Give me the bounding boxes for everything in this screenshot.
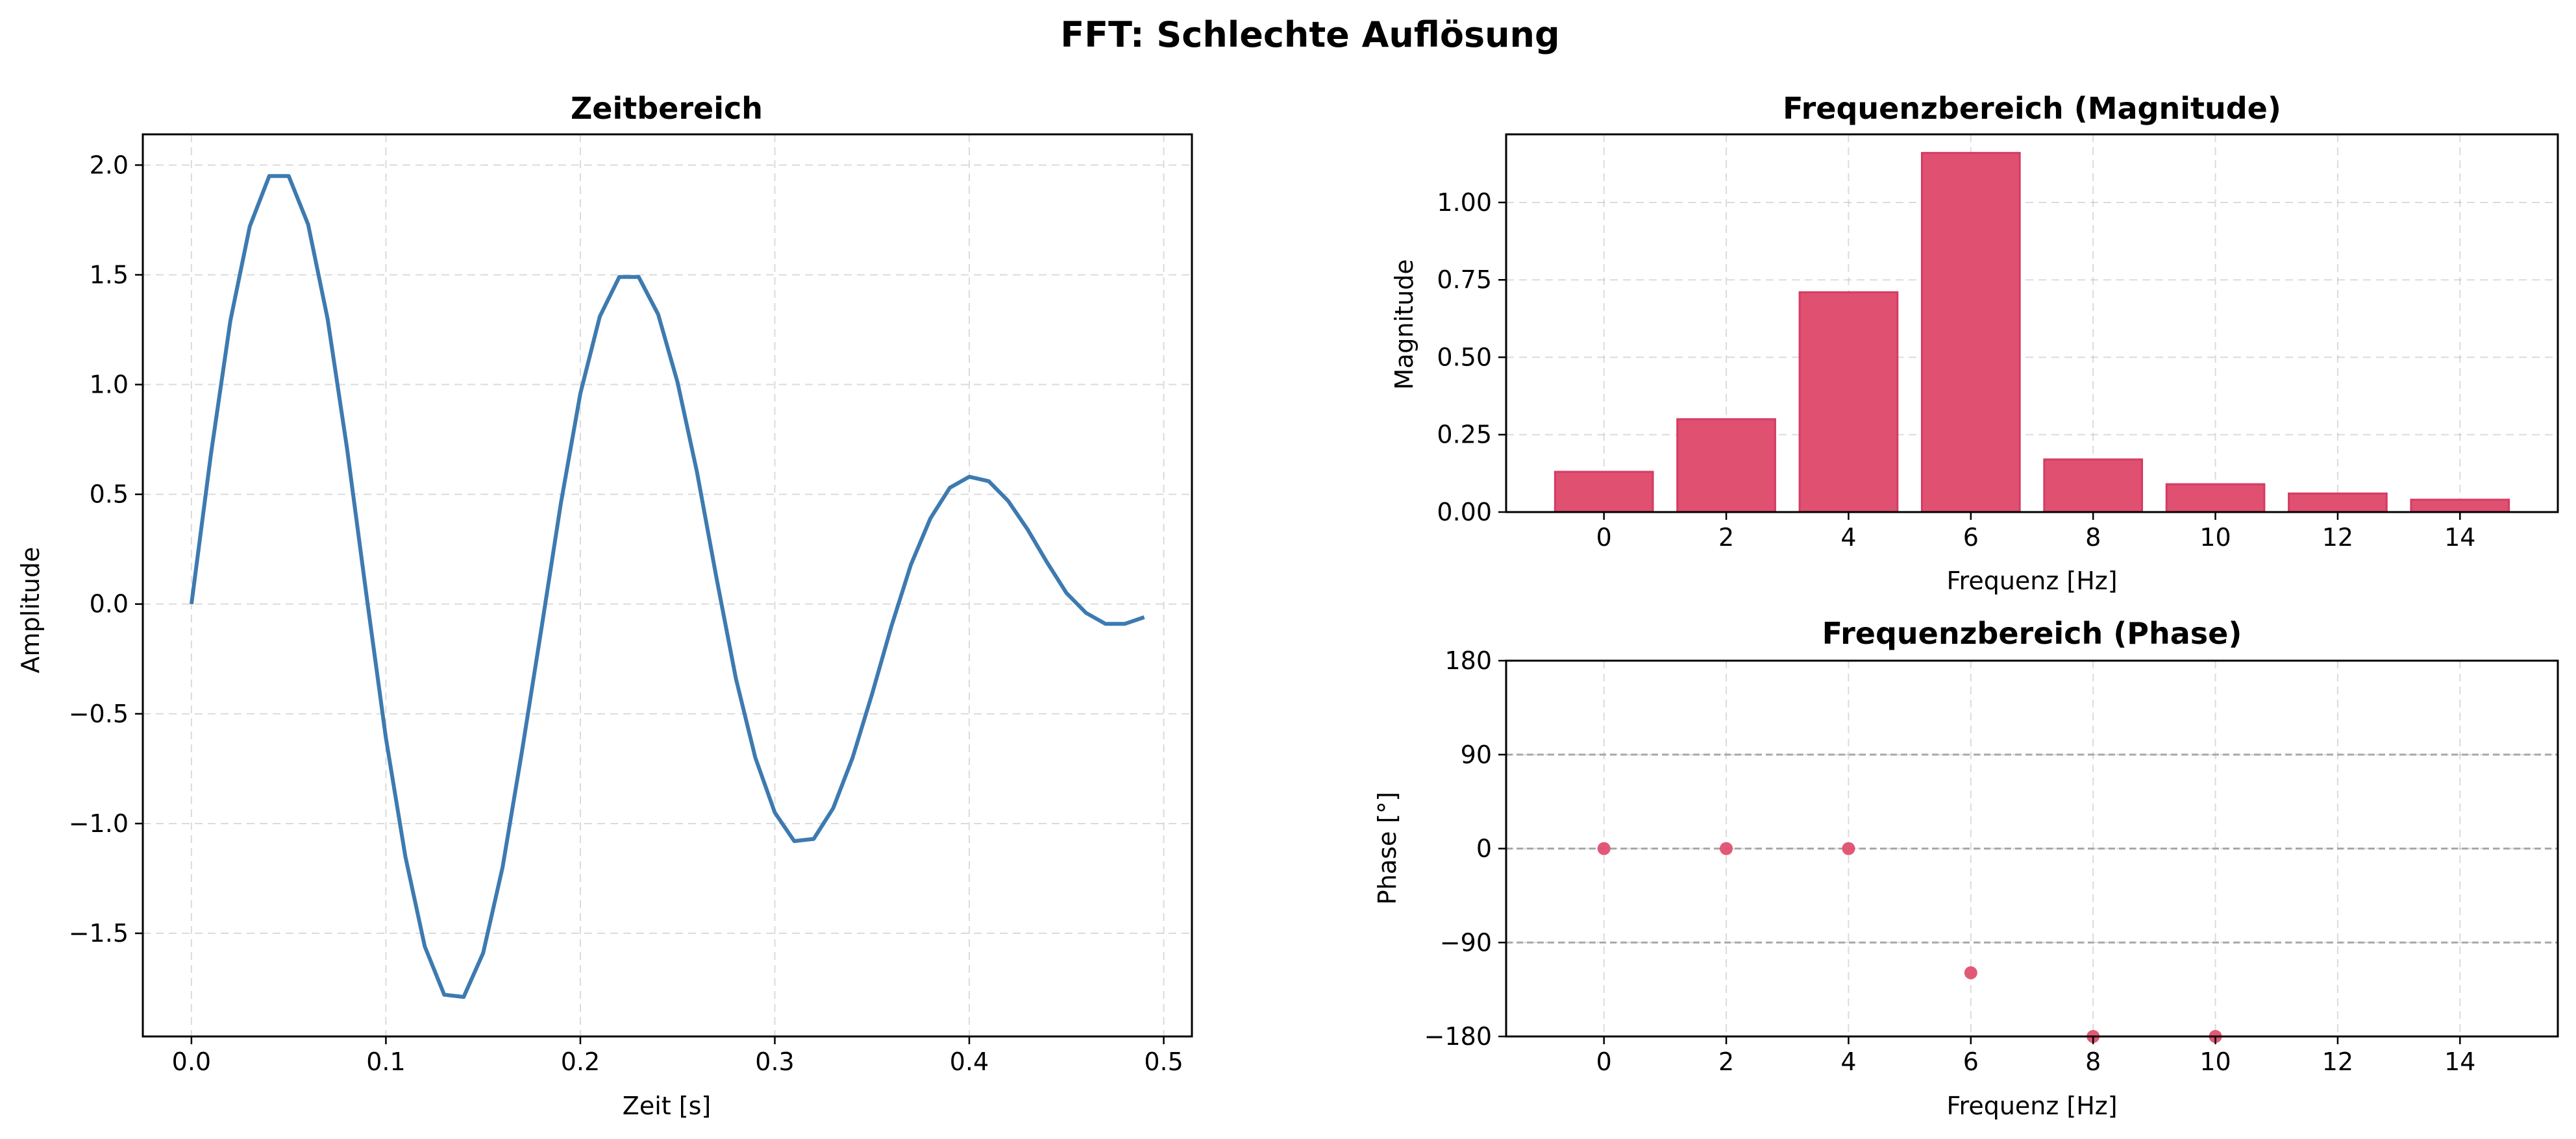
phase-ytick-label-4: 180: [1444, 646, 1492, 675]
time-ytick-label-5: 1.0: [90, 371, 129, 399]
phase-xtick-label-4: 8: [2085, 1047, 2101, 1076]
phase-xlabel: Frequenz [Hz]: [1946, 1092, 2117, 1120]
time-ytick-label-7: 2.0: [90, 151, 129, 179]
phase-xtick-label-7: 14: [2444, 1047, 2475, 1076]
phase-ytick-label-2: 0: [1476, 835, 1492, 863]
magnitude-xtick-label-1: 2: [1718, 523, 1734, 552]
time-domain-xlabel: Zeit [s]: [623, 1092, 711, 1120]
time-axes-frame: [142, 133, 1193, 1038]
time-domain-title: Zeitbereich: [571, 91, 763, 126]
time-xtick-label-3: 0.3: [755, 1047, 794, 1076]
time-series-line-0: [189, 174, 1145, 999]
phase-point-0: [1597, 842, 1611, 855]
phase-title: Frequenzbereich (Phase): [1822, 616, 2242, 651]
phase-xtick-label-2: 4: [1840, 1047, 1856, 1076]
magnitude-title: Frequenzbereich (Magnitude): [1783, 91, 2281, 126]
magnitude-xtick-label-3: 6: [1963, 523, 1979, 552]
time-ytick-label-2: −0.5: [69, 700, 129, 728]
magnitude-xtick-label-5: 10: [2199, 523, 2231, 552]
phase-xtick-label-3: 6: [1963, 1047, 1979, 1076]
magnitude-ytick-label-1: 0.25: [1437, 421, 1492, 449]
magnitude-bar-4: [1798, 291, 1899, 513]
time-ytick-label-0: −1.5: [69, 919, 129, 948]
magnitude-xtick-label-4: 8: [2085, 523, 2101, 552]
magnitude-axes-frame: [1505, 133, 2559, 513]
phase-ylabel: Phase [°]: [1373, 792, 1402, 905]
magnitude-bar-8: [2043, 458, 2144, 513]
time-ytick-label-4: 0.5: [90, 480, 129, 509]
magnitude-xtick-label-0: 0: [1596, 523, 1612, 552]
magnitude-bar-14: [2410, 498, 2510, 513]
magnitude-ylabel: Magnitude: [1390, 259, 1418, 389]
phase-ytick-label-1: −90: [1440, 928, 1492, 957]
magnitude-ytick-label-0: 0.00: [1437, 498, 1492, 526]
time-xtick-label-0: 0.0: [172, 1047, 211, 1076]
magnitude-xlabel: Frequenz [Hz]: [1946, 567, 2117, 595]
phase-point-6: [1964, 966, 1977, 979]
time-xtick-label-4: 0.4: [950, 1047, 989, 1076]
phase-ytick-label-3: 90: [1461, 741, 1492, 769]
magnitude-ytick-label-3: 0.75: [1437, 265, 1492, 294]
time-ytick-label-6: 1.5: [90, 260, 129, 289]
magnitude-chart: Frequenzbereich (Magnitude) Frequenz [Hz…: [1390, 91, 2559, 595]
magnitude-xtick-label-2: 4: [1840, 523, 1856, 552]
time-xtick-label-1: 0.1: [366, 1047, 405, 1076]
phase-xtick-label-1: 2: [1718, 1047, 1734, 1076]
phase-ytick-label-0: −180: [1424, 1022, 1492, 1051]
figure-title: FFT: Schlechte Auflösung: [1060, 14, 1559, 55]
time-xtick-label-2: 0.2: [561, 1047, 600, 1076]
magnitude-bar-2: [1676, 418, 1776, 513]
phase-point-2: [1720, 842, 1733, 855]
magnitude-bar-0: [1554, 471, 1654, 513]
magnitude-bar-12: [2288, 492, 2388, 513]
magnitude-bar-6: [1920, 152, 2021, 513]
time-ytick-label-1: −1.0: [69, 809, 129, 838]
phase-xtick-label-6: 12: [2322, 1047, 2353, 1076]
magnitude-xtick-label-7: 14: [2444, 523, 2475, 552]
magnitude-ytick-label-4: 1.00: [1437, 188, 1492, 217]
phase-xtick-label-5: 10: [2199, 1047, 2231, 1076]
time-ytick-label-3: 0.0: [90, 590, 129, 618]
time-domain-ylabel: Amplitude: [16, 547, 45, 674]
time-xtick-label-5: 0.5: [1144, 1047, 1183, 1076]
magnitude-bar-10: [2165, 483, 2266, 513]
phase-point-4: [1842, 842, 1855, 855]
magnitude-ytick-label-2: 0.50: [1437, 343, 1492, 371]
phase-xtick-label-0: 0: [1596, 1047, 1612, 1076]
phase-chart: Frequenzbereich (Phase) Frequenz [Hz] Ph…: [1373, 616, 2559, 1120]
time-domain-chart: Zeitbereich Zeit [s] Amplitude 0.0 0.1 0.2…: [16, 91, 1193, 1120]
magnitude-xtick-label-6: 12: [2322, 523, 2353, 552]
